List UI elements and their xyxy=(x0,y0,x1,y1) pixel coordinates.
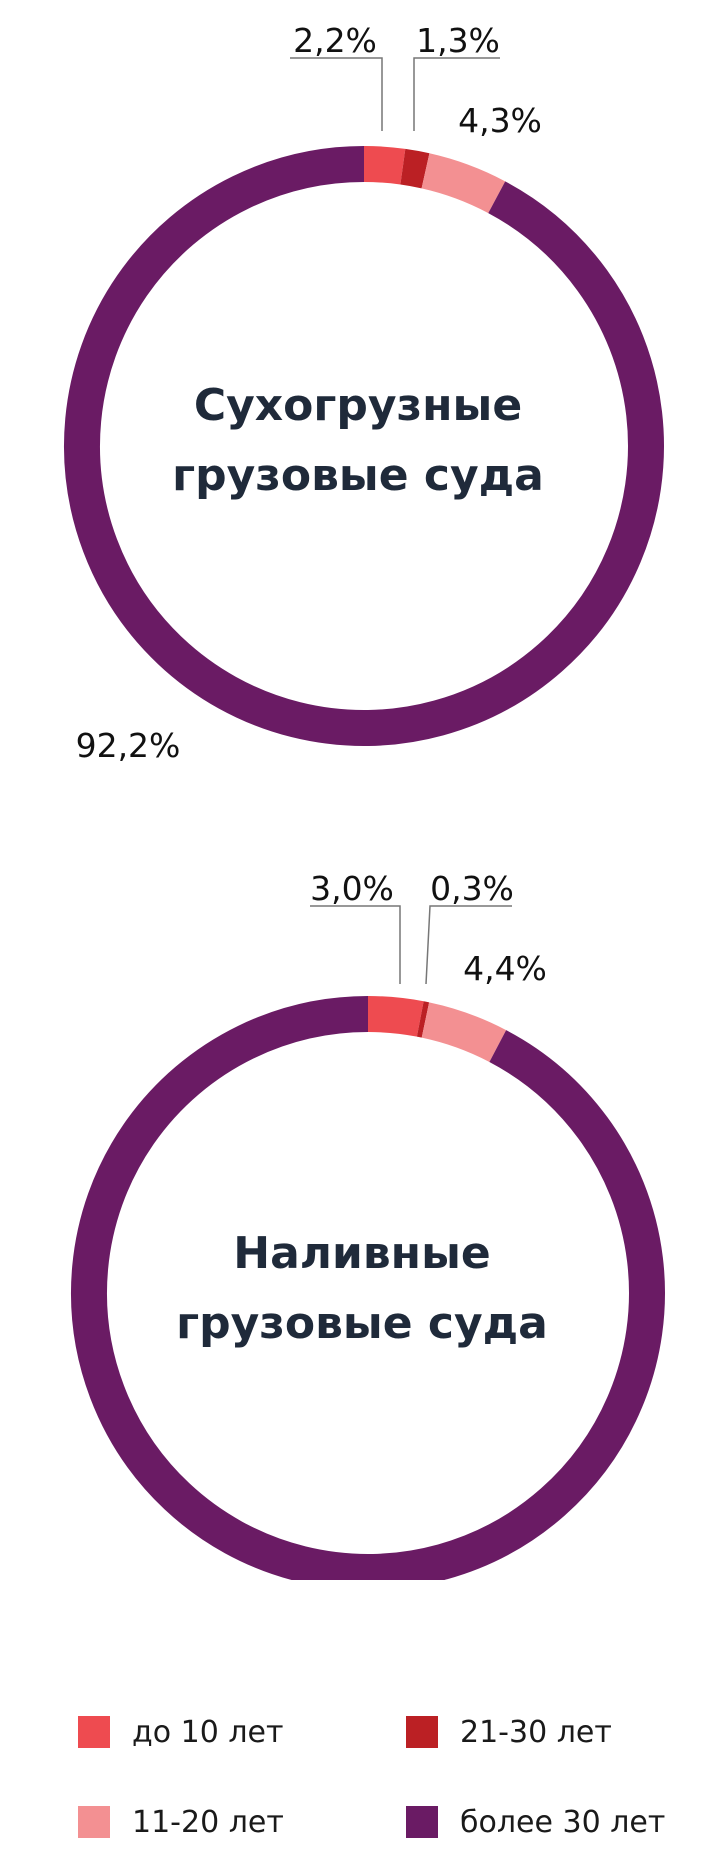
chart-title-line-2: грузовые суда xyxy=(172,450,544,501)
legend-swatch xyxy=(406,1716,438,1748)
legend-item-over-30: более 30 лет xyxy=(406,1800,665,1844)
donut-chart-2: Наливные грузовые суда 3,0% 0,3% 4,4% 92,3% xyxy=(71,869,665,1580)
chart-title-line-1: Сухогрузные xyxy=(194,380,522,431)
legend-swatch xyxy=(78,1806,110,1838)
legend-label: до 10 лет xyxy=(132,1714,284,1750)
legend-swatch xyxy=(406,1806,438,1838)
data-label-11-20: 4,3% xyxy=(458,101,542,140)
chart-title-line-2: грузовые суда xyxy=(176,1298,548,1349)
donut-slice-under-10 xyxy=(367,996,424,1037)
data-label-21-30: 1,3% xyxy=(416,21,500,60)
donut-slice-under-10 xyxy=(363,146,406,185)
data-label-over-30: 92,3% xyxy=(88,1577,193,1580)
legend-item-under-10: до 10 лет xyxy=(78,1710,283,1754)
donut-slice-11-20 xyxy=(421,1002,507,1063)
leader-line xyxy=(425,905,512,985)
legend-label: 21-30 лет xyxy=(460,1714,612,1750)
chart-title-line-1: Наливные xyxy=(233,1228,490,1279)
data-label-under-10: 2,2% xyxy=(293,21,377,60)
data-label-under-10: 3,0% xyxy=(310,869,394,908)
data-label-over-30: 92,2% xyxy=(76,726,181,765)
data-label-11-20: 4,4% xyxy=(463,949,547,988)
legend-label: 11-20 лет xyxy=(132,1804,284,1840)
data-label-21-30: 0,3% xyxy=(430,869,514,908)
donut-slice-21-30 xyxy=(416,1001,430,1038)
donut-charts: Сухогрузные грузовые суда 2,2% 1,3% 4,3% 92,2… xyxy=(64,21,665,1580)
donut-slice-11-20 xyxy=(421,153,506,214)
donut-slice-21-30 xyxy=(400,148,430,189)
donut-slice-over-30 xyxy=(71,996,665,1580)
legend: до 10 лет 21-30 лет 11-20 лет более 30 л… xyxy=(78,1710,718,1860)
legend-label: более 30 лет xyxy=(460,1804,666,1840)
donut-slice-over-30 xyxy=(64,146,664,746)
legend-item-21-30: 21-30 лет xyxy=(406,1710,612,1754)
leader-line xyxy=(310,905,401,984)
legend-swatch xyxy=(78,1716,110,1748)
leader-line xyxy=(290,57,383,131)
leader-line xyxy=(413,57,500,131)
donut-chart-1: Сухогрузные грузовые суда 2,2% 1,3% 4,3% 92,2… xyxy=(64,21,664,765)
legend-item-11-20: 11-20 лет xyxy=(78,1800,284,1844)
